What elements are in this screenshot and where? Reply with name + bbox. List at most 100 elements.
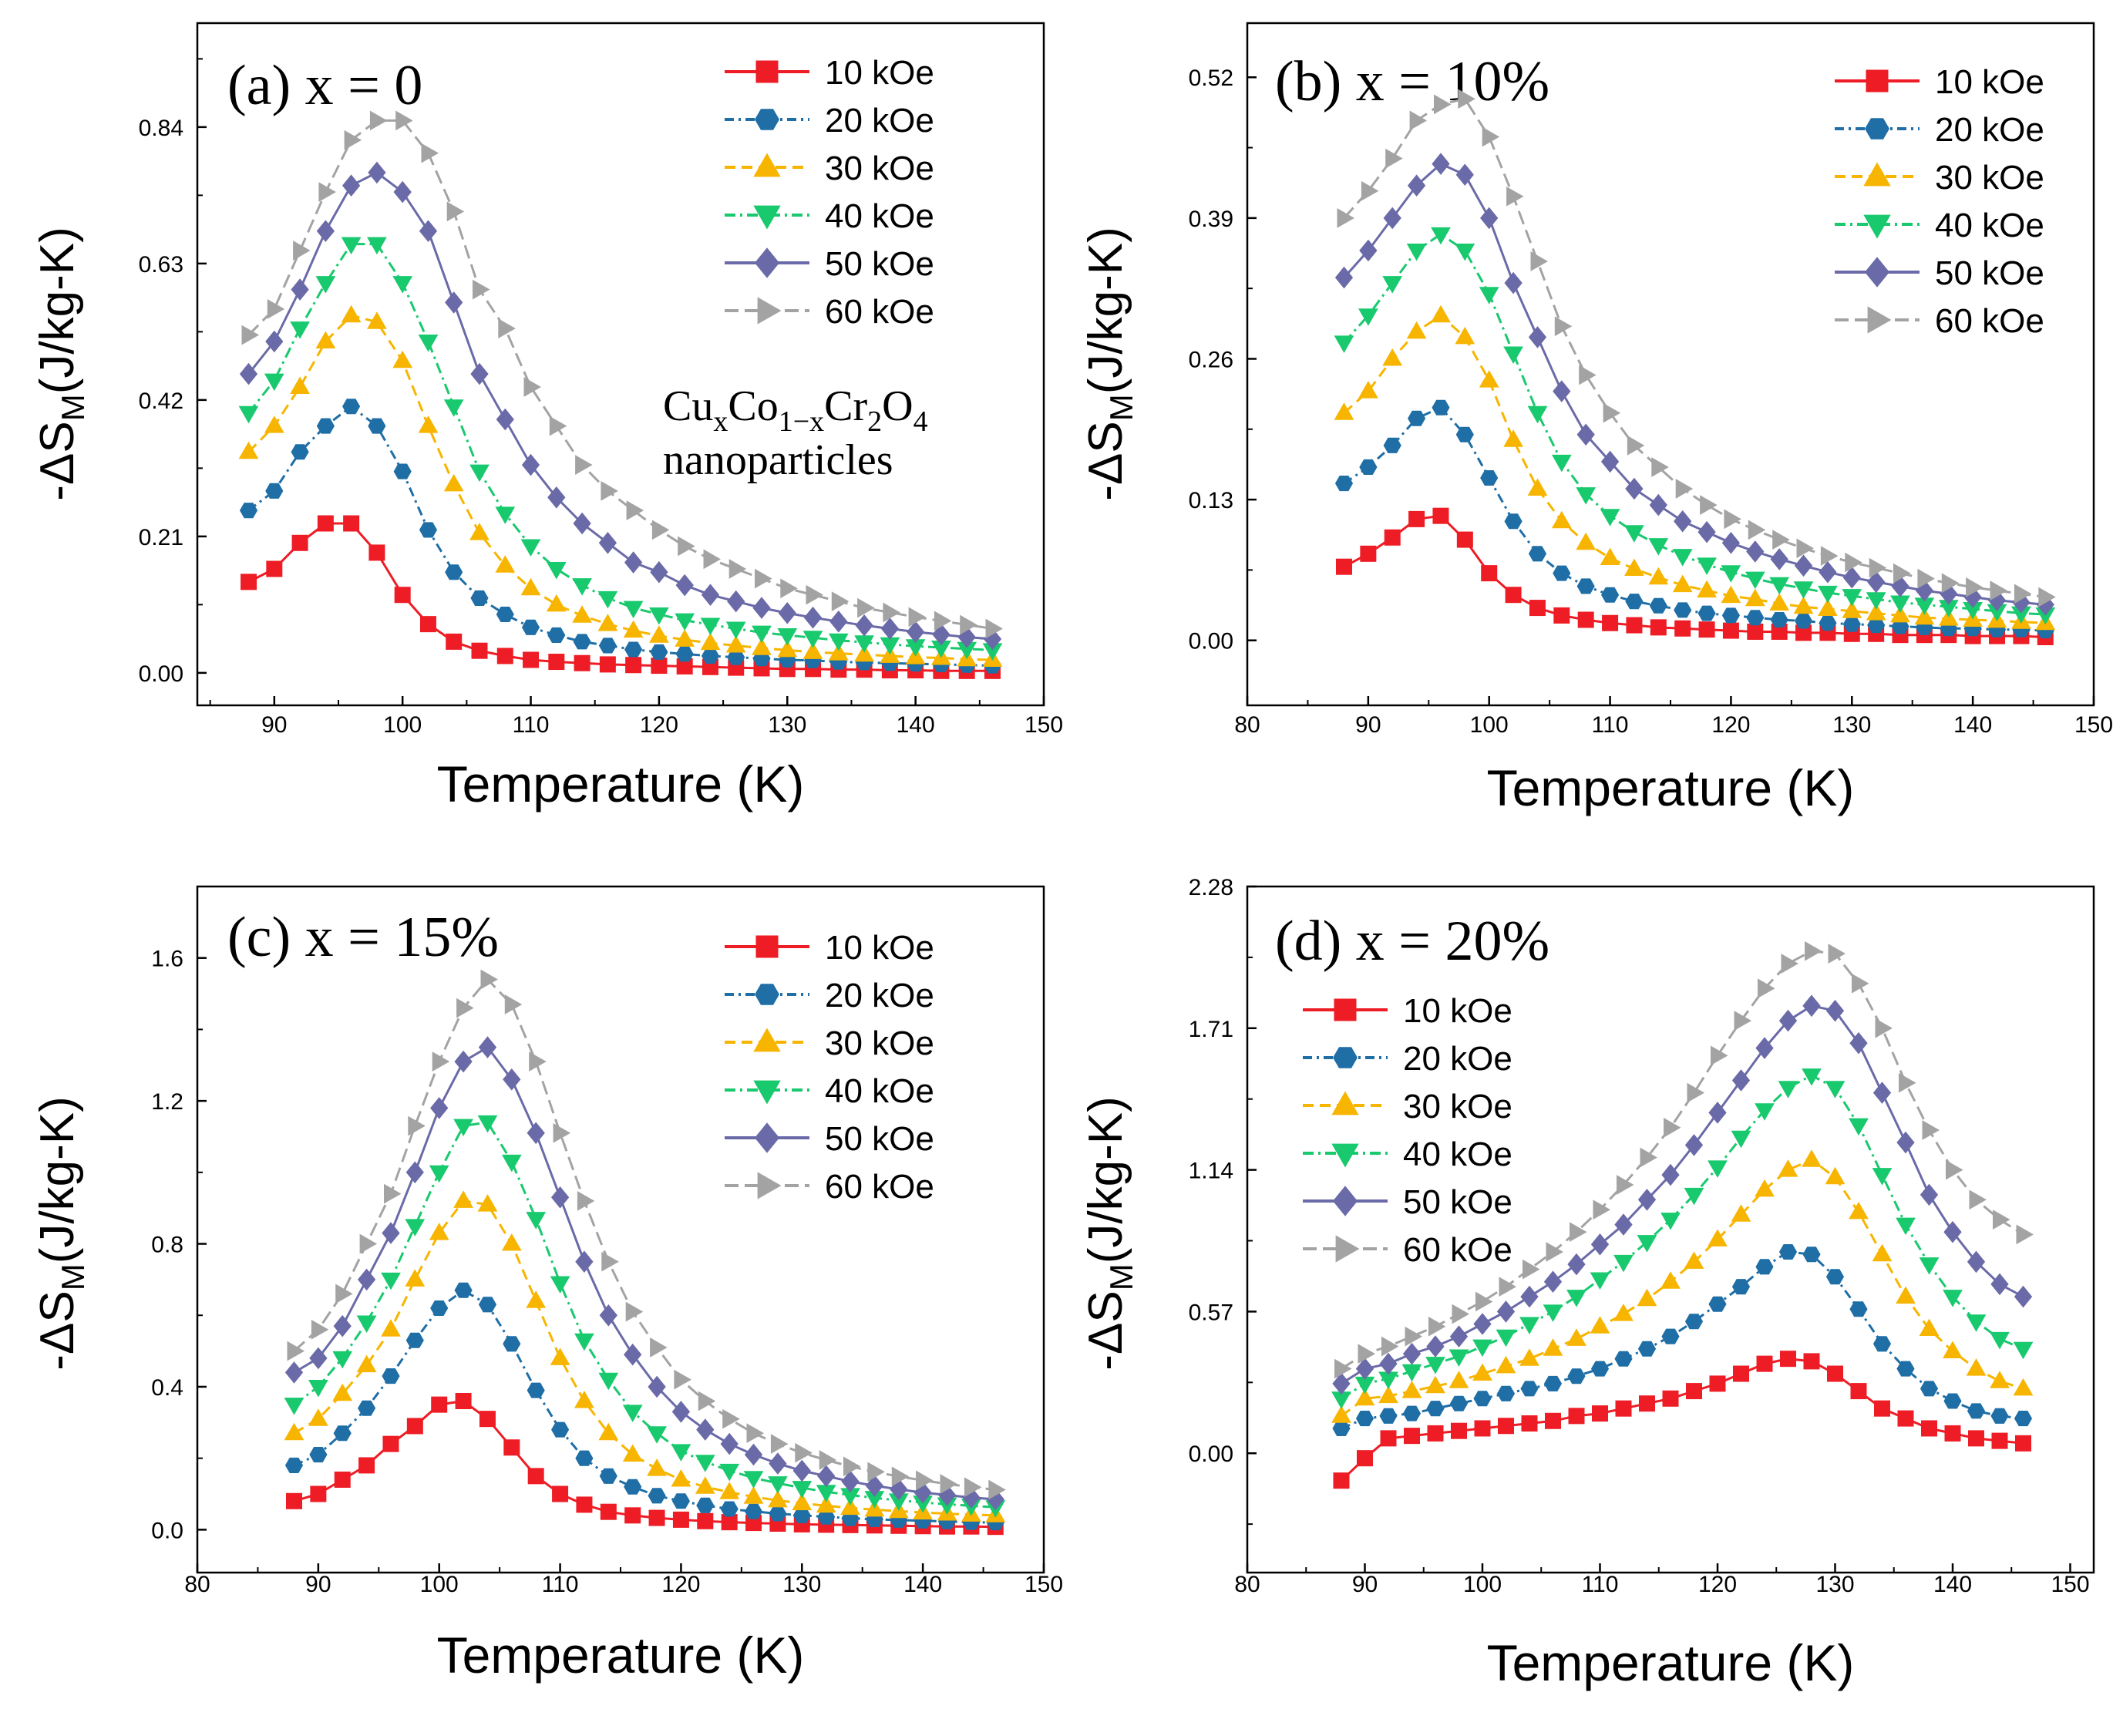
chart-panel-c: 80 90 100 110 120 130 140 150 0.0 0.4 0.8 1.2 1.6 Tem…: [31, 885, 1063, 1684]
data-point: [1802, 1068, 1822, 1086]
data-point: [1922, 1120, 1940, 1140]
x-tick-label: 140: [897, 712, 935, 738]
data-point: [1780, 1351, 1796, 1368]
data-point: [405, 1332, 424, 1348]
data-point: [719, 1482, 740, 1499]
x-tick-label: 140: [1953, 712, 1992, 738]
chart-panel-b: 80 90 100 110 120 130 140 150 0.00 0.13 0.26 0.39 0.…: [1079, 22, 2113, 816]
data-point: [1755, 1037, 1774, 1059]
data-point: [577, 1191, 595, 1211]
data-point: [1385, 148, 1403, 169]
x-tick-label: 130: [1832, 712, 1871, 738]
data-point: [2038, 587, 2056, 607]
data-point: [1359, 239, 1378, 262]
legend: 10 kOe 20 kOe 30 kOe 40 kOe 50 kOe 60 kOe: [725, 929, 934, 1206]
data-point: [1698, 621, 1715, 638]
data-point: [1334, 335, 1354, 353]
data-point: [725, 634, 746, 653]
legend-marker: [1863, 214, 1891, 239]
data-point: [1755, 1179, 1775, 1197]
formula-element: Co: [728, 382, 778, 430]
data-point: [1724, 509, 1741, 530]
data-point: [1358, 1344, 1376, 1364]
data-point: [1747, 623, 1764, 640]
data-point: [906, 621, 925, 644]
data-point: [1867, 570, 1886, 594]
data-point: [626, 500, 644, 520]
data-point: [1650, 619, 1667, 636]
data-point: [1943, 1393, 1962, 1409]
data-point: [496, 648, 513, 664]
data-point: [309, 1447, 328, 1463]
data-point: [1499, 1277, 1517, 1297]
data-point: [1566, 1328, 1586, 1346]
plot-frame: [196, 22, 1045, 707]
data-point: [419, 220, 438, 242]
data-point: [1731, 1279, 1751, 1295]
legend-entry: 10 kOe: [825, 54, 934, 92]
data-point: [1431, 227, 1451, 245]
data-point: [382, 1222, 400, 1244]
data-point: [1527, 405, 1548, 424]
x-axis-title: Temperature (K): [437, 1627, 805, 1684]
data-point: [1613, 1304, 1634, 1321]
data-point: [1697, 605, 1716, 621]
data-point: [701, 648, 720, 664]
data-point: [1819, 560, 1837, 584]
data-point: [1849, 1201, 1869, 1220]
data-point: [1576, 423, 1595, 446]
data-point: [1543, 1375, 1563, 1391]
data-point: [1825, 1269, 1845, 1285]
formula-element: Cu: [663, 382, 713, 430]
data-point: [1661, 1328, 1680, 1344]
data-point: [473, 279, 490, 300]
data-point: [1637, 1235, 1657, 1253]
data-point: [1579, 365, 1597, 385]
data-point: [1504, 513, 1523, 530]
data-point: [700, 632, 721, 651]
data-point: [1708, 1160, 1728, 1178]
y-tick-label: 0.21: [139, 525, 183, 550]
data-point: [430, 1300, 449, 1316]
data-point: [671, 1401, 691, 1423]
data-point: [369, 110, 388, 131]
data-point: [1406, 321, 1427, 339]
series-10-koe: [1333, 1351, 2031, 1489]
data-point: [625, 1301, 644, 1322]
data-point: [1480, 470, 1499, 486]
y-axis-title-units: (J/kg-K): [1079, 227, 1132, 394]
data-point: [829, 611, 848, 633]
legend-marker: [1334, 998, 1357, 1021]
data-point: [1458, 89, 1475, 109]
data-point: [1530, 251, 1549, 271]
data-point: [1968, 1430, 1984, 1447]
x-tick-label: 90: [1352, 1572, 1378, 1597]
data-point: [792, 1459, 811, 1482]
data-point: [778, 602, 796, 624]
x-tick-label: 110: [1582, 1572, 1619, 1597]
data-point: [883, 602, 900, 623]
legend-marker: [755, 60, 779, 83]
data-point: [624, 641, 643, 658]
y-axis-title-main: -ΔS: [1079, 1290, 1132, 1370]
data-point: [1600, 547, 1620, 565]
data-point: [648, 1509, 665, 1526]
legend-entry: 30 kOe: [825, 150, 934, 187]
y-axis-title: -ΔSM(J/kg-K): [1079, 1096, 1139, 1370]
data-point: [671, 1444, 691, 1462]
data-point: [1845, 552, 1862, 573]
data-point: [769, 1506, 787, 1522]
data-point: [768, 1476, 788, 1494]
data-point: [675, 629, 695, 647]
data-point: [1734, 1011, 1752, 1031]
data-point: [1331, 1405, 1351, 1423]
series-40-koe: [238, 237, 1003, 661]
data-point: [1479, 287, 1499, 304]
data-point: [1755, 1103, 1775, 1121]
data-point: [1708, 1229, 1728, 1246]
legend-entry: 10 kOe: [825, 929, 934, 967]
series-line: [247, 314, 993, 661]
legend-marker: [753, 1080, 781, 1105]
data-point: [1849, 1118, 1869, 1136]
